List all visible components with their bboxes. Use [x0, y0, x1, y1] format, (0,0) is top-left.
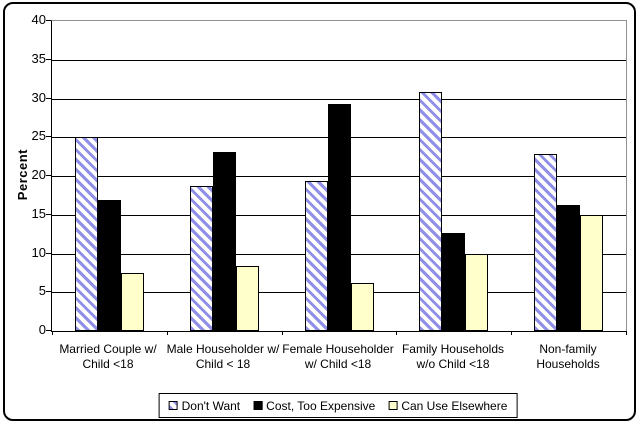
x-axis-tick: [282, 331, 283, 335]
y-tick-label-25: 25: [31, 128, 46, 143]
legend-item-1: Cost, Too Expensive: [253, 399, 375, 413]
y-axis-tick: [46, 20, 51, 21]
legend: Don't Want Cost, Too Expensive Can Use Els…: [158, 393, 518, 418]
y-axis-tick: [46, 291, 51, 292]
legend-swatch-black: [253, 401, 263, 410]
y-tick-label-0: 0: [38, 322, 46, 337]
gridline-35: [52, 60, 626, 61]
x-axis-tick: [167, 331, 168, 335]
y-axis-tick: [46, 175, 51, 176]
plot-area: [51, 20, 627, 335]
category-label-0: Married Couple w/ Child <18: [59, 342, 157, 371]
y-tick-label-35: 35: [31, 51, 46, 66]
category-label-2: Female Householder w/ Child <18: [282, 342, 394, 371]
legend-label-0: Don't Want: [181, 398, 241, 413]
bar-series0-cat1: [190, 186, 213, 331]
y-tick-label-10: 10: [31, 245, 46, 260]
x-axis-tick: [396, 331, 397, 335]
bar-series0-cat4: [534, 154, 557, 331]
bar-series1-cat4: [557, 205, 580, 331]
y-axis-tick: [46, 59, 51, 60]
x-axis-tick: [52, 331, 53, 335]
y-tick-label-5: 5: [38, 283, 46, 298]
bar-series2-cat3: [465, 254, 488, 331]
y-tick-label-40: 40: [31, 12, 46, 27]
gridline-30: [52, 99, 626, 100]
legend-label-2: Can Use Elsewhere: [401, 398, 508, 413]
bar-series2-cat4: [580, 215, 603, 331]
legend-swatch-yellow: [388, 401, 398, 410]
y-axis-tick: [46, 253, 51, 254]
y-tick-label-20: 20: [31, 167, 46, 182]
category-label-1: Male Householder w/ Child < 18: [166, 342, 280, 371]
legend-item-0: Don't Want: [168, 398, 241, 413]
bar-series0-cat0: [75, 137, 98, 331]
y-axis-tick: [46, 330, 51, 331]
y-axis-tick: [46, 214, 51, 215]
y-axis-tick: [46, 98, 51, 99]
bar-series0-cat2: [305, 181, 328, 331]
bar-series2-cat2: [351, 283, 374, 331]
y-tick-label-15: 15: [31, 206, 46, 221]
category-label-4: Non-family Households: [536, 342, 600, 371]
bar-series1-cat3: [442, 233, 465, 331]
y-axis-tick: [46, 136, 51, 137]
bar-series1-cat2: [328, 104, 351, 331]
legend-label-1: Cost, Too Expensive: [266, 398, 376, 413]
bar-series2-cat1: [236, 266, 259, 331]
legend-swatch-hatch: [168, 401, 178, 410]
chart-frame: Percent 0 5 10 15 20 25 30 35 40 Married Couple …: [3, 2, 636, 421]
bar-series1-cat1: [213, 152, 236, 331]
bar-series0-cat3: [419, 92, 442, 331]
y-tick-label-30: 30: [31, 90, 46, 105]
legend-item-2: Can Use Elsewhere: [388, 399, 507, 413]
x-axis-tick: [626, 331, 627, 335]
category-label-3: Family Households w/o Child <18: [401, 342, 505, 371]
bar-series1-cat0: [98, 200, 121, 331]
bar-series2-cat0: [121, 273, 144, 331]
x-axis-tick: [511, 331, 512, 335]
